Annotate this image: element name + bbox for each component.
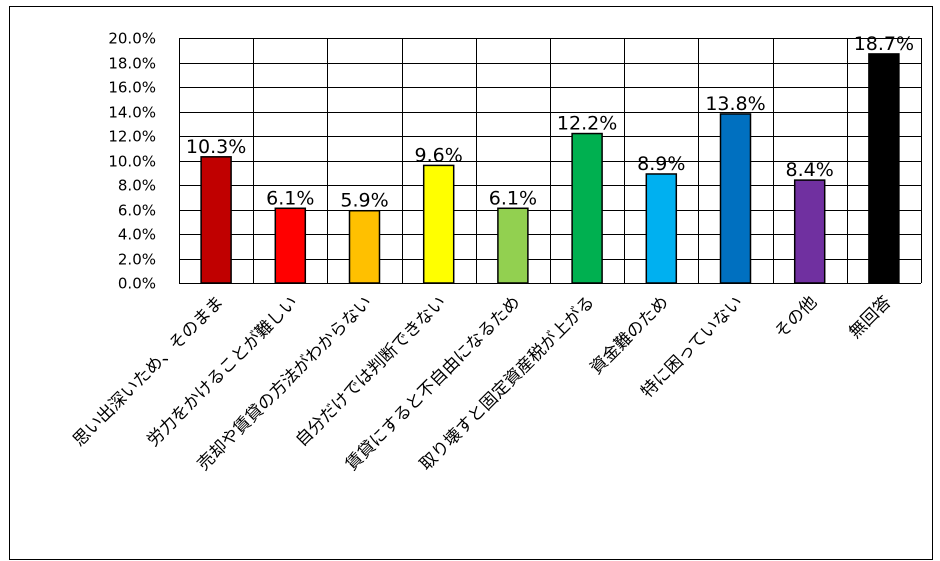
data-label: 6.1% xyxy=(489,187,537,209)
y-axis-ticks: 0.0% 2.0% 4.0% 6.0% 8.0% 10.0% 12.0% 14.0% 16.0%… xyxy=(108,30,156,293)
y-tick-label: 16.0% xyxy=(108,79,156,97)
bar xyxy=(645,173,678,284)
data-label: 8.4% xyxy=(786,159,834,181)
bar xyxy=(868,53,900,284)
data-label: 12.2% xyxy=(557,113,617,135)
bar xyxy=(571,132,603,284)
bar xyxy=(719,113,752,284)
y-tick-label: 12.0% xyxy=(108,128,156,146)
data-label: 5.9% xyxy=(340,190,388,212)
y-tick-label: 0.0% xyxy=(118,275,156,293)
y-tick-label: 4.0% xyxy=(118,226,156,244)
y-tick-label: 8.0% xyxy=(118,177,156,195)
data-label: 9.6% xyxy=(415,144,463,166)
data-label: 10.3% xyxy=(186,136,246,158)
y-tick-label: 14.0% xyxy=(108,104,156,122)
data-labels: 10.3% 6.1% 5.9% 9.6% 6.1% 12.2% 8.9% 13.8% 8.4% 1… xyxy=(186,33,914,212)
y-tick-label: 6.0% xyxy=(118,202,156,220)
data-label: 6.1% xyxy=(266,187,314,209)
data-label: 18.7% xyxy=(854,33,914,55)
bars xyxy=(200,53,900,284)
bar xyxy=(200,156,232,284)
y-tick-label: 2.0% xyxy=(118,251,156,269)
y-tick-label: 10.0% xyxy=(108,153,156,171)
bar xyxy=(348,209,381,284)
bar xyxy=(793,179,826,284)
data-label: 13.8% xyxy=(705,93,765,115)
y-tick-label: 20.0% xyxy=(108,30,156,48)
data-label: 8.9% xyxy=(637,153,685,175)
bar xyxy=(497,207,529,284)
y-tick-label: 18.0% xyxy=(108,55,156,73)
bar xyxy=(422,164,455,284)
bar xyxy=(274,207,307,284)
